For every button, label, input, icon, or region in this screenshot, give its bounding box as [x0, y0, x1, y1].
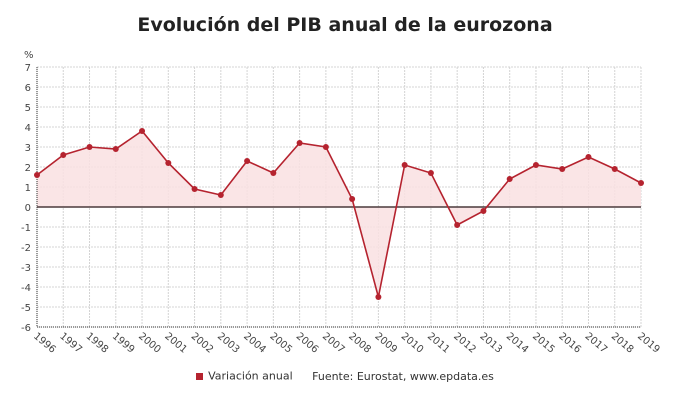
- data-point: [112, 146, 119, 152]
- data-point: [506, 176, 513, 182]
- x-tick-label: 2014: [504, 331, 531, 356]
- x-tick-label: 2001: [162, 331, 189, 356]
- data-point: [585, 154, 592, 160]
- y-tick-label: 3: [25, 143, 31, 154]
- y-axis-unit: %: [24, 50, 34, 61]
- data-point: [34, 172, 40, 178]
- legend-swatch: [196, 372, 204, 380]
- data-point: [86, 144, 93, 150]
- x-tick-label: 2013: [478, 331, 505, 356]
- y-tick-label: -6: [21, 323, 31, 334]
- x-tick-label: 2005: [267, 331, 294, 356]
- chart-title: Evolución del PIB anual de la eurozona: [137, 14, 553, 36]
- data-point: [638, 180, 644, 186]
- data-point: [191, 186, 198, 192]
- y-tick-label: -4: [21, 283, 31, 294]
- x-tick-label: 2008: [346, 331, 373, 356]
- y-tick-label: 5: [25, 103, 31, 114]
- y-tick-label: 2: [25, 163, 31, 174]
- data-point: [427, 170, 434, 176]
- data-point: [401, 162, 408, 168]
- legend: Variación anual Fuente: Eurostat, www.ep…: [0, 369, 690, 383]
- y-tick-label: 1: [25, 183, 31, 194]
- y-tick-label: 7: [25, 63, 31, 74]
- source-note: Fuente: Eurostat, www.epdata.es: [312, 369, 494, 383]
- x-tick-label: 2003: [215, 331, 242, 356]
- data-point: [375, 294, 382, 300]
- y-tick-label: -3: [21, 263, 31, 274]
- data-point: [139, 128, 146, 134]
- data-point: [349, 196, 356, 202]
- x-tick-label: 2002: [189, 331, 216, 356]
- x-tick-label: 1999: [110, 331, 137, 356]
- x-tick-label: 2018: [609, 331, 636, 356]
- x-tick-label: 2000: [136, 331, 163, 356]
- x-tick-label: 2016: [556, 331, 583, 356]
- data-point: [532, 162, 539, 168]
- y-tick-label: 6: [25, 83, 31, 94]
- x-tick-label: 2010: [399, 331, 426, 356]
- data-point: [559, 166, 566, 172]
- area-fill: [37, 131, 641, 297]
- series-line: [36, 129, 642, 298]
- x-tick-label: 2011: [425, 331, 452, 356]
- data-point: [322, 144, 329, 150]
- x-tick-label: 2019: [635, 331, 662, 356]
- y-tick-label: -5: [21, 303, 31, 314]
- x-tick-label: 2009: [372, 331, 399, 356]
- data-point: [60, 152, 67, 158]
- data-point: [270, 170, 277, 176]
- x-tick-label: 1997: [57, 331, 84, 356]
- y-tick-label: -1: [21, 223, 31, 234]
- x-tick-label: 2004: [241, 331, 268, 356]
- data-point: [480, 208, 487, 214]
- x-tick-label: 1998: [84, 331, 111, 356]
- data-point: [454, 222, 461, 228]
- x-tick-label: 1996: [31, 331, 58, 356]
- x-tick-label: 2012: [451, 331, 478, 356]
- data-point: [244, 158, 251, 164]
- data-point: [217, 192, 224, 198]
- y-tick-label: 0: [25, 203, 31, 214]
- x-tick-label: 2015: [530, 331, 557, 356]
- legend-label: Variación anual: [208, 369, 293, 383]
- x-tick-label: 2007: [320, 331, 347, 356]
- data-point: [165, 160, 172, 166]
- data-point: [296, 140, 303, 146]
- x-tick-label: 2017: [583, 331, 610, 356]
- data-point: [611, 166, 618, 172]
- y-tick-label: -2: [21, 243, 31, 254]
- y-tick-label: 4: [25, 123, 31, 134]
- x-tick-label: 2006: [294, 331, 321, 356]
